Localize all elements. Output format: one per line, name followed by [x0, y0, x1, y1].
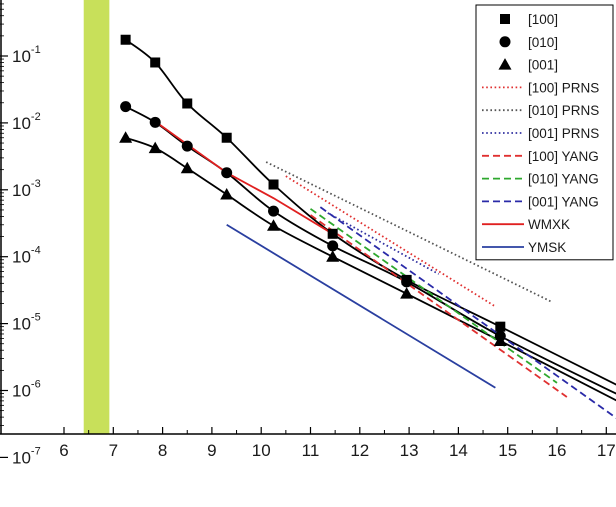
point-100-3	[221, 132, 232, 143]
legend-label-wmxk: WMXK	[528, 217, 570, 232]
axes: 6 7 8 9 10 11 12 13 14 15 16 17 10-1 10-2 10-3 10-4 10-5…	[0, 0, 616, 467]
point-100-4	[268, 179, 279, 190]
series-line-001-prns	[327, 212, 440, 275]
x-tick-label: 17	[597, 441, 616, 460]
point-001-5	[326, 250, 340, 262]
point-100-0	[120, 34, 131, 45]
series-line-100-prns	[285, 175, 496, 308]
y-tick-label: 10-6	[12, 379, 41, 401]
y-tick-label: 10-7	[12, 445, 41, 467]
x-tick-label: 11	[302, 441, 320, 460]
legend-marker-001	[498, 58, 512, 70]
point-010-0	[120, 101, 132, 113]
legend-label-001: [001]	[528, 58, 558, 73]
point-001-1	[148, 141, 162, 154]
legend-label-010-prns: [010] PRNS	[528, 103, 599, 118]
point-010-4	[268, 205, 280, 217]
point-010-6	[401, 276, 413, 288]
point-001-4	[267, 219, 281, 231]
legend-label-010: [010]	[528, 35, 558, 50]
legend-label-100-prns: [100] PRNS	[528, 80, 599, 95]
shaded-band	[83, 0, 110, 434]
point-010-5	[327, 240, 339, 252]
point-100-7	[495, 321, 506, 332]
series-line-ymsk	[226, 224, 496, 389]
legend-label-ymsk: YMSK	[528, 240, 566, 255]
x-tick-label: 16	[548, 441, 567, 460]
x-tick-label: 9	[207, 441, 216, 460]
point-100-2	[182, 98, 193, 109]
x-tick-label: 8	[158, 441, 167, 460]
x-tick-label: 14	[449, 441, 468, 460]
legend-label-100-yang: [100] YANG	[528, 149, 599, 164]
series-line-100-yang	[309, 214, 568, 398]
series-markers	[119, 34, 507, 346]
legend-marker-010	[499, 36, 511, 48]
point-001-6	[400, 287, 414, 299]
x-tick-label: 13	[400, 441, 419, 460]
legend: [100] [010] [001] [100] PRNS [010] PRNS [001]…	[475, 4, 614, 261]
legend-label-001-yang: [001] YANG	[528, 194, 599, 209]
series-line-010-yang	[309, 208, 558, 384]
y-tick-label: 10-4	[12, 245, 41, 267]
x-tick-label: 6	[59, 441, 68, 460]
shaded-band-layer	[83, 0, 110, 434]
point-100-1	[150, 57, 161, 68]
x-tick-label: 10	[252, 441, 271, 460]
y-tick-label: 10-3	[12, 178, 41, 200]
point-001-7	[493, 334, 507, 346]
point-001-3	[220, 188, 234, 200]
legend-label-001-prns: [001] PRNS	[528, 126, 599, 141]
point-010-2	[181, 140, 193, 152]
y-tick-label: 10-1	[12, 44, 41, 66]
point-010-1	[149, 116, 161, 128]
x-tick-label: 7	[109, 441, 118, 460]
point-010-3	[221, 167, 233, 179]
legend-marker-100	[500, 14, 510, 24]
point-001-2	[180, 161, 194, 174]
series-line-wmxk	[154, 120, 334, 235]
y-tick-label: 10-5	[12, 312, 41, 334]
x-tick-label: 12	[350, 441, 369, 460]
legend-label-100: [100]	[528, 12, 558, 27]
series-line-010-prns	[265, 161, 553, 303]
y-tick-label: 10-2	[12, 111, 41, 133]
point-001-0	[119, 131, 133, 143]
point-100-5	[327, 228, 338, 239]
series-line-001-yang	[319, 206, 616, 419]
legend-label-010-yang: [010] YANG	[528, 172, 599, 187]
x-tick-label: 15	[498, 441, 517, 460]
